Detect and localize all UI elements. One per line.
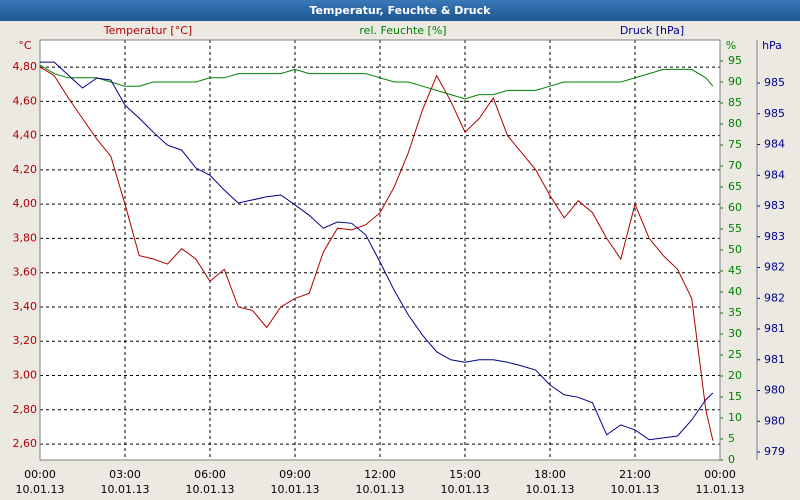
x-tick-date: 10.01.13 xyxy=(611,483,660,496)
x-tick-label: 00:00 xyxy=(704,468,736,481)
chart-title: Temperatur, Feuchte & Druck xyxy=(310,4,492,17)
y-tick-label: 4,40 xyxy=(13,129,38,142)
x-tick-label: 12:00 xyxy=(364,468,396,481)
y3-tick-label: 979 xyxy=(764,445,785,458)
y3-tick-label: 984 xyxy=(764,168,785,181)
y-tick-label: 3,20 xyxy=(13,334,38,347)
x-tick-label: 03:00 xyxy=(109,468,141,481)
y2-tick-label: 40 xyxy=(728,285,742,298)
legend-entry: Druck [hPa] xyxy=(620,24,684,37)
y3-tick-label: 980 xyxy=(764,414,785,427)
legend-entry: Temperatur [°C] xyxy=(103,24,192,37)
y-tick-label: 4,60 xyxy=(13,94,38,107)
y2-tick-label: 45 xyxy=(728,264,742,277)
y2-tick-label: 55 xyxy=(728,222,742,235)
y2-tick-label: 60 xyxy=(728,201,742,214)
y3-tick-label: 985 xyxy=(764,107,785,120)
x-tick-label: 00:00 xyxy=(24,468,56,481)
x-tick-date: 10.01.13 xyxy=(16,483,65,496)
y2-tick-label: 85 xyxy=(728,96,742,109)
y2-tick-label: 25 xyxy=(728,348,742,361)
y2-tick-label: 20 xyxy=(728,369,742,382)
y2-tick-label: 80 xyxy=(728,117,742,130)
y3-tick-label: 984 xyxy=(764,138,785,151)
data-line xyxy=(39,64,714,100)
title-bar xyxy=(0,0,800,21)
y-tick-label: 4,00 xyxy=(13,197,38,210)
y2-tick-label: 70 xyxy=(728,159,742,172)
y3-tick-label: 981 xyxy=(764,322,785,335)
x-tick-date: 10.01.13 xyxy=(526,483,575,496)
x-tick-date: 10.01.13 xyxy=(356,483,405,496)
legend-entry: rel. Feuchte [%] xyxy=(359,24,446,37)
y2-tick-label: 95 xyxy=(728,54,742,67)
x-tick-label: 15:00 xyxy=(449,468,481,481)
y3-tick-label: 985 xyxy=(764,76,785,89)
x-tick-date: 10.01.13 xyxy=(186,483,235,496)
y2-tick-label: 0 xyxy=(728,453,735,466)
y2-tick-label: 75 xyxy=(728,138,742,151)
y3-unit: hPa xyxy=(762,39,782,52)
y3-tick-label: 982 xyxy=(764,261,785,274)
y2-tick-label: 50 xyxy=(728,243,742,256)
data-line xyxy=(39,66,714,441)
x-tick-date: 10.01.13 xyxy=(441,483,490,496)
y3-tick-label: 982 xyxy=(764,291,785,304)
y2-tick-label: 10 xyxy=(728,411,742,424)
y2-tick-label: 35 xyxy=(728,306,742,319)
y-tick-label: 3,40 xyxy=(13,300,38,313)
y3-tick-label: 981 xyxy=(764,353,785,366)
y-tick-label: 3,00 xyxy=(13,369,38,382)
y3-tick-label: 980 xyxy=(764,384,785,397)
y-tick-label: 2,80 xyxy=(13,403,38,416)
x-tick-label: 09:00 xyxy=(279,468,311,481)
plot-frame xyxy=(39,39,721,461)
y3-tick-label: 983 xyxy=(764,199,785,212)
y2-unit: % xyxy=(726,39,736,52)
x-tick-date: 11.01.13 xyxy=(696,483,745,496)
y2-tick-label: 15 xyxy=(728,390,742,403)
y2-tick-label: 65 xyxy=(728,180,742,193)
y2-tick-label: 30 xyxy=(728,327,742,340)
y3-tick-label: 983 xyxy=(764,230,785,243)
y-tick-label: 2,60 xyxy=(13,437,38,450)
x-tick-date: 10.01.13 xyxy=(271,483,320,496)
y-unit: °C xyxy=(18,39,32,52)
y-tick-label: 3,60 xyxy=(13,266,38,279)
y-tick-label: 4,80 xyxy=(13,60,38,73)
y-tick-label: 3,80 xyxy=(13,231,38,244)
y2-tick-label: 90 xyxy=(728,75,742,88)
data-line xyxy=(40,61,714,441)
x-tick-label: 21:00 xyxy=(619,468,651,481)
y2-tick-label: 5 xyxy=(728,432,735,445)
x-tick-label: 06:00 xyxy=(194,468,226,481)
y-tick-label: 4,20 xyxy=(13,163,38,176)
x-tick-date: 10.01.13 xyxy=(101,483,150,496)
x-tick-label: 18:00 xyxy=(534,468,566,481)
